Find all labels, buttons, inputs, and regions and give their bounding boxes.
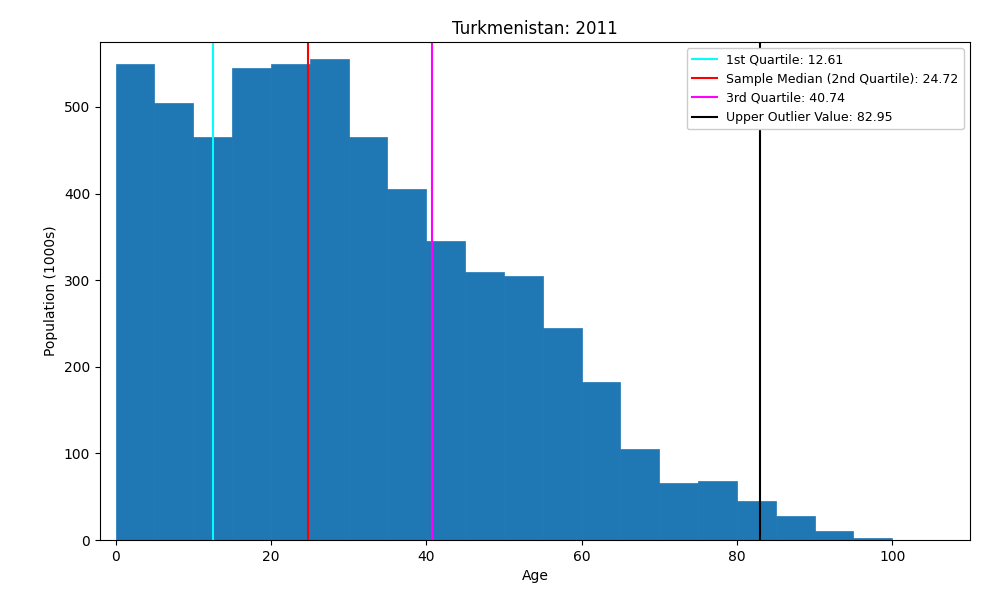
Bar	[815, 532, 853, 540]
Bar	[310, 59, 349, 540]
Bar	[232, 68, 271, 540]
Bar	[116, 64, 154, 540]
Bar	[349, 137, 387, 540]
Bar	[193, 137, 232, 540]
Bar	[426, 241, 465, 540]
Y-axis label: Population (1000s): Population (1000s)	[44, 226, 58, 356]
Bar	[504, 276, 543, 540]
Bar	[853, 538, 892, 540]
Bar	[387, 189, 426, 540]
Bar	[465, 272, 504, 540]
Title: Turkmenistan: 2011: Turkmenistan: 2011	[452, 20, 618, 38]
Bar	[582, 382, 620, 540]
Bar	[659, 483, 698, 540]
Legend: 1st Quartile: 12.61, Sample Median (2nd Quartile): 24.72, 3rd Quartile: 40.74, U: 1st Quartile: 12.61, Sample Median (2nd …	[686, 48, 964, 129]
Bar	[776, 516, 815, 540]
Bar	[271, 64, 310, 540]
Bar	[698, 481, 737, 540]
Bar	[620, 449, 659, 540]
Bar	[154, 103, 193, 540]
Bar	[737, 501, 776, 540]
Bar	[543, 328, 582, 540]
X-axis label: Age: Age	[522, 569, 548, 583]
